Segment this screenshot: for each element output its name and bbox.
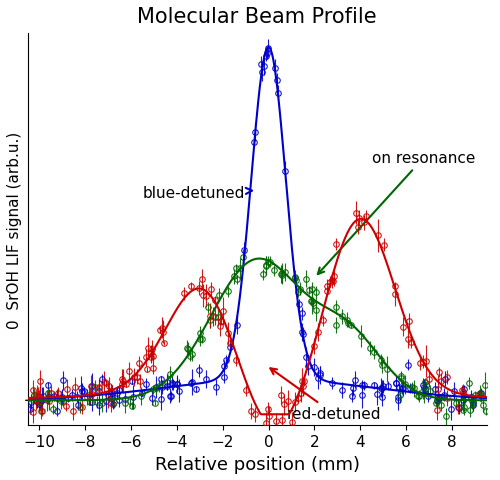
Text: on resonance: on resonance	[318, 151, 475, 275]
Text: red-detuned: red-detuned	[270, 369, 382, 421]
X-axis label: Relative position (mm): Relative position (mm)	[154, 455, 360, 473]
Text: blue-detuned: blue-detuned	[142, 186, 252, 201]
Y-axis label: 0  SrOH LIF signal (arb.u.): 0 SrOH LIF signal (arb.u.)	[7, 131, 22, 328]
Title: Molecular Beam Profile: Molecular Beam Profile	[137, 7, 377, 27]
